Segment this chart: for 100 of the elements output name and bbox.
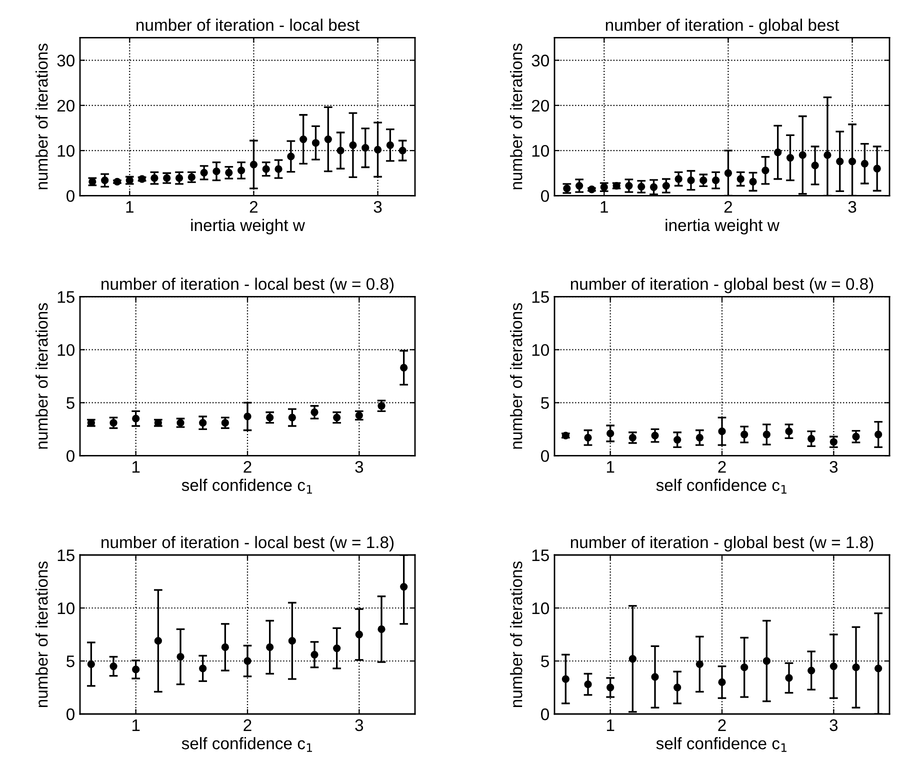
point: [100, 176, 109, 184]
point: [562, 675, 570, 683]
point: [811, 162, 819, 170]
point: [873, 164, 881, 172]
point: [225, 168, 233, 176]
point: [244, 412, 252, 420]
y-axis-title: number of iterations: [510, 44, 522, 190]
y-axis-title: number of iterations: [36, 561, 48, 708]
point: [132, 414, 140, 422]
y-tick-label: 5: [541, 656, 549, 668]
x-tick-label: 2: [250, 201, 258, 213]
point: [625, 182, 633, 190]
x-axis-title: self confidence c$_{1}$: [182, 737, 312, 752]
point: [287, 152, 295, 160]
x-tick-label: 3: [374, 201, 382, 213]
point: [651, 673, 659, 681]
y-axis-title: number of iterations: [36, 44, 48, 190]
y-tick-label: 20: [57, 100, 74, 112]
point: [221, 419, 229, 427]
y-tick-label: 0: [541, 708, 549, 720]
x-axis-title: self confidence c$_{1}$: [656, 737, 786, 752]
point: [110, 662, 118, 670]
point: [300, 135, 308, 144]
point: [638, 182, 646, 190]
y-tick-label: 15: [58, 550, 74, 562]
point: [398, 146, 406, 154]
x-axis-title: inertia weight w: [191, 218, 305, 234]
chart-title: number of iteration - global best (w = 0.8): [570, 278, 874, 294]
point: [606, 684, 614, 692]
x-tick-label: 1: [600, 201, 608, 213]
point: [674, 436, 682, 444]
x-tick-label: 2: [718, 461, 726, 473]
point: [874, 430, 882, 438]
point: [150, 174, 158, 182]
point: [762, 166, 770, 174]
x-tick-label: 2: [244, 461, 252, 473]
x-tick-label: 3: [830, 719, 838, 732]
x-axis-title: inertia weight w: [666, 218, 780, 234]
point: [266, 643, 274, 652]
point: [696, 434, 704, 442]
point: [288, 414, 296, 422]
point: [374, 146, 382, 154]
point: [199, 419, 207, 427]
y-tick-label: 0: [541, 450, 549, 462]
point: [274, 165, 282, 173]
point: [312, 139, 320, 147]
point: [808, 666, 816, 674]
point: [400, 364, 408, 372]
y-tick-label: 10: [58, 144, 74, 157]
point: [687, 176, 695, 184]
point: [740, 664, 748, 672]
y-tick-label: 5: [66, 397, 74, 409]
chart-title: number of iteration - local best (w = 0.8): [102, 278, 394, 294]
point: [674, 684, 682, 692]
point: [324, 135, 332, 144]
y-axis-title: number of iterations: [36, 303, 48, 449]
point: [199, 664, 207, 672]
x-axis-title: self confidence c$_{1}$: [656, 478, 786, 494]
x-tick-label: 3: [830, 461, 838, 473]
y-tick-label: 10: [532, 602, 549, 614]
point: [87, 660, 95, 668]
point: [740, 430, 748, 438]
y-tick-label: 5: [541, 397, 549, 409]
x-tick-label: 3: [355, 719, 364, 732]
point: [378, 402, 386, 410]
point: [250, 160, 258, 168]
point: [786, 154, 794, 162]
chart-title: number of iteration - global best (w = 1.8): [570, 536, 874, 552]
y-tick-label: 0: [66, 190, 74, 202]
point: [200, 168, 208, 176]
point: [221, 643, 229, 652]
x-tick-label: 1: [606, 719, 614, 731]
y-tick-label: 5: [66, 656, 74, 668]
point: [836, 158, 844, 166]
point: [628, 434, 636, 442]
point: [736, 175, 744, 183]
y-tick-label: 0: [541, 190, 549, 202]
point: [718, 678, 726, 686]
point: [575, 182, 584, 190]
point: [874, 664, 882, 672]
y-tick-label: 20: [532, 100, 549, 112]
point: [212, 168, 220, 176]
point: [362, 144, 370, 152]
x-tick-label: 2: [718, 719, 726, 731]
point: [718, 428, 726, 436]
point: [700, 176, 708, 184]
point: [674, 175, 682, 183]
x-tick-label: 2: [244, 719, 252, 731]
point: [110, 419, 118, 427]
x-tick-label: 1: [132, 461, 140, 473]
y-axis-title: number of iterations: [510, 303, 522, 449]
point: [628, 655, 636, 663]
point: [584, 680, 592, 688]
point: [762, 430, 770, 438]
point: [355, 630, 363, 638]
y-tick-label: 30: [57, 54, 74, 66]
point: [785, 428, 793, 436]
point: [175, 174, 184, 182]
chart-title: number of iteration - local best: [136, 18, 360, 31]
point: [237, 166, 246, 174]
